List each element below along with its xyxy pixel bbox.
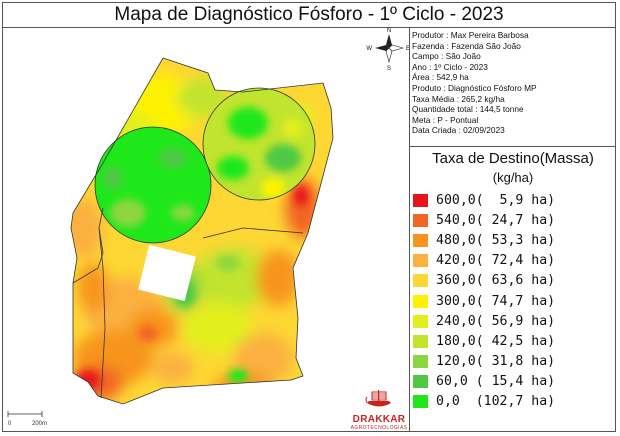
legend-label: 420,0( 72,4 ha) bbox=[436, 253, 556, 269]
legend-swatch bbox=[413, 375, 428, 389]
legend-item: 0,0 (102,7 ha) bbox=[413, 392, 613, 412]
info-avg-rate: Taxa Média : 265,2 kg/ha bbox=[412, 93, 505, 104]
rate-zones bbox=[71, 58, 333, 404]
legend-label: 0,0 (102,7 ha) bbox=[436, 394, 556, 410]
legend-swatch bbox=[413, 294, 428, 308]
map-frame bbox=[2, 2, 616, 432]
field-map[interactable]: N S E W bbox=[3, 28, 410, 431]
panel-divider bbox=[409, 28, 410, 432]
info-product: Produto : Diagnóstico Fósforo MP bbox=[412, 82, 537, 93]
compass-rose: N S E W bbox=[366, 28, 410, 72]
legend-label: 120,0( 31,8 ha) bbox=[436, 354, 556, 370]
logo-tagline: AGROTECNOLOGIAS bbox=[350, 425, 408, 431]
viking-ship-icon bbox=[365, 390, 391, 407]
field-boundary bbox=[70, 57, 334, 405]
legend-item: 180,0( 42,5 ha) bbox=[413, 331, 613, 351]
info-year: Ano : 1º Ciclo - 2023 bbox=[412, 61, 488, 72]
legend-item: 60,0 ( 15,4 ha) bbox=[413, 372, 613, 392]
pivot-circle-left bbox=[94, 126, 212, 244]
compass-east: E bbox=[406, 46, 409, 52]
info-farm: Fazenda : Fazenda São João bbox=[412, 40, 521, 51]
legend-label: 540,0( 24,7 ha) bbox=[436, 212, 556, 228]
scale-end: 200m bbox=[32, 421, 47, 427]
legend-item: 480,0( 53,3 ha) bbox=[413, 230, 613, 250]
info-producer: Produtor : Max Pereira Barbosa bbox=[412, 30, 529, 40]
info-total: Quantidade total : 144,5 tonne bbox=[412, 104, 524, 115]
drakkar-logo: DRAKKAR AGROTECNOLOGIAS bbox=[350, 388, 408, 432]
legend-swatch bbox=[413, 355, 428, 369]
scale-start: 0 bbox=[8, 421, 12, 427]
legend-swatch bbox=[413, 314, 428, 328]
info-date: Data Criada : 02/09/2023 bbox=[412, 125, 505, 136]
legend-swatch bbox=[413, 395, 428, 409]
compass-west: W bbox=[366, 46, 372, 52]
legend-swatch bbox=[413, 193, 428, 207]
legend-label: 240,0( 56,9 ha) bbox=[436, 313, 556, 329]
legend-swatch bbox=[413, 233, 428, 247]
info-target: Meta : P - Pontual bbox=[412, 114, 479, 125]
legend-item: 120,0( 31,8 ha) bbox=[413, 352, 613, 372]
legend-item: 420,0( 72,4 ha) bbox=[413, 251, 613, 271]
legend-item: 360,0( 63,6 ha) bbox=[413, 271, 613, 291]
legend-unit: (kg/ha) bbox=[492, 170, 534, 185]
legend-swatch bbox=[413, 254, 428, 268]
legend-swatch bbox=[413, 213, 428, 227]
pivot-circle-right bbox=[202, 87, 316, 201]
legend-divider bbox=[410, 146, 616, 147]
legend-label: 600,0( 5,9 ha) bbox=[436, 192, 556, 208]
legend-label: 60,0 ( 15,4 ha) bbox=[436, 374, 556, 390]
legend-swatch bbox=[413, 274, 428, 288]
legend: 600,0( 5,9 ha) 540,0( 24,7 ha) 480,0( 53,3… bbox=[413, 190, 613, 412]
legend-title: Taxa de Destino(Massa) bbox=[432, 150, 594, 167]
legend-item: 600,0( 5,9 ha) bbox=[413, 190, 613, 210]
info-area: Área : 542,9 ha bbox=[412, 72, 469, 83]
legend-item: 300,0( 74,7 ha) bbox=[413, 291, 613, 311]
legend-item: 540,0( 24,7 ha) bbox=[413, 210, 613, 230]
field-map-svg: N S E W bbox=[70, 28, 410, 405]
compass-south: S bbox=[387, 66, 391, 72]
legend-label: 360,0( 63,6 ha) bbox=[436, 273, 556, 289]
logo-name: DRAKKAR bbox=[352, 414, 406, 425]
legend-swatch bbox=[413, 334, 428, 348]
legend-label: 300,0( 74,7 ha) bbox=[436, 293, 556, 309]
field-info-panel: Produtor : Max Pereira Barbosa Fazenda :… bbox=[412, 30, 612, 136]
map-title: Mapa de Diagnóstico Fósforo - 1º Ciclo -… bbox=[2, 2, 616, 28]
scale-bar: 0 200m bbox=[6, 408, 126, 430]
legend-label: 180,0( 42,5 ha) bbox=[436, 333, 556, 349]
info-field: Campo : São João bbox=[412, 51, 481, 62]
legend-label: 480,0( 53,3 ha) bbox=[436, 232, 556, 248]
legend-item: 240,0( 56,9 ha) bbox=[413, 311, 613, 331]
compass-north: N bbox=[387, 28, 391, 34]
